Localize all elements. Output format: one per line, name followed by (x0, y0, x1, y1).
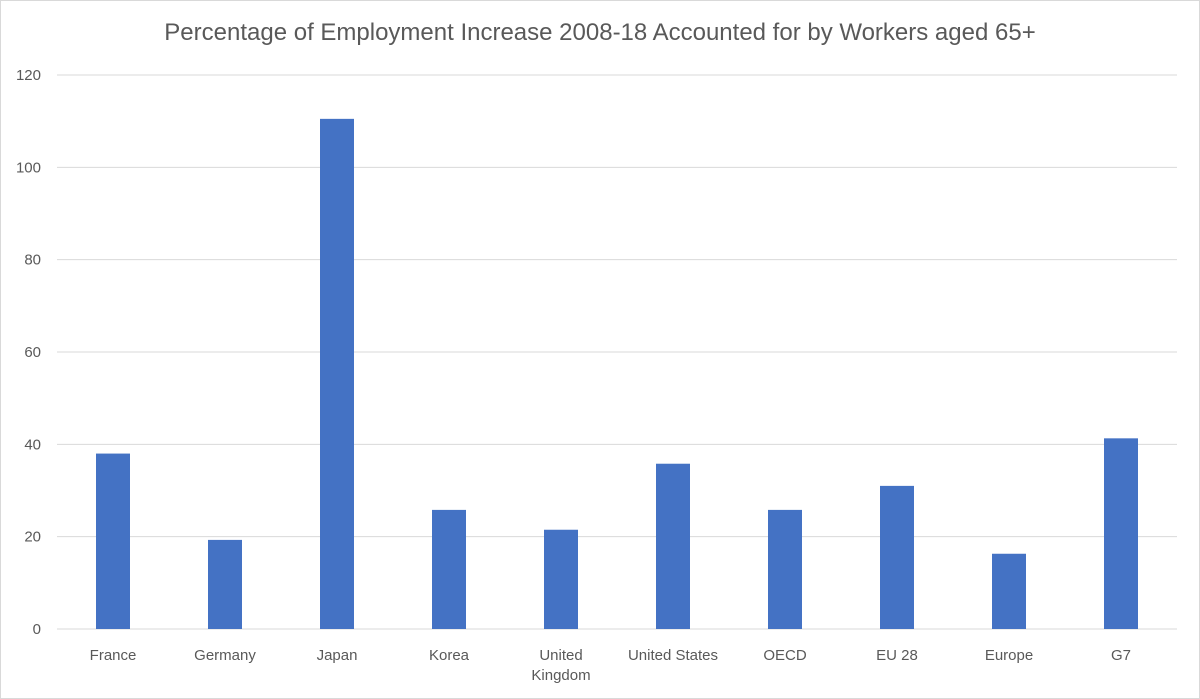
category-label: Japan (317, 647, 358, 664)
category-label: G7 (1111, 647, 1131, 664)
y-tick-label: 0 (33, 621, 41, 638)
category-label: EU 28 (876, 647, 918, 664)
category-label: France (90, 647, 137, 664)
y-tick-label: 120 (16, 67, 41, 84)
chart-title: Percentage of Employment Increase 2008-1… (164, 19, 1036, 46)
category-label: United Kingdom (531, 647, 590, 684)
category-labels: France Germany Japan Korea United Kingdom Unit… (90, 647, 1131, 684)
category-label: Germany (194, 647, 256, 664)
bar-united-kingdom (544, 529, 578, 629)
y-tick-label: 80 (24, 252, 41, 269)
bars (96, 118, 1138, 629)
bar-korea (432, 509, 466, 629)
bar-europe (992, 553, 1026, 629)
bar-eu-28 (880, 485, 914, 629)
gridlines (57, 74, 1177, 630)
y-tick-labels: 0 20 40 60 80 100 120 (16, 67, 41, 638)
y-tick-label: 100 (16, 159, 41, 176)
category-label: United States (628, 647, 718, 664)
bar-france (96, 453, 130, 629)
y-tick-label: 20 (24, 529, 41, 546)
bar-united-states (656, 463, 690, 629)
bar-germany (208, 539, 242, 629)
category-label: Korea (429, 647, 470, 664)
y-tick-label: 40 (24, 436, 41, 453)
bar-oecd (768, 509, 802, 629)
bar-g7 (1104, 438, 1138, 629)
category-label: Europe (985, 647, 1033, 664)
bar-japan (320, 118, 354, 629)
category-label: OECD (763, 647, 807, 664)
y-tick-label: 60 (24, 344, 41, 361)
